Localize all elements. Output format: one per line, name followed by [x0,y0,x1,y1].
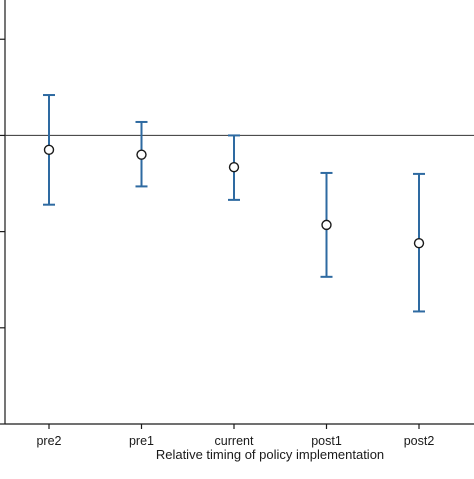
y-ticks [0,38,5,425]
point-estimate-current [228,161,240,173]
point-estimate-pre1 [136,149,147,160]
point-estimate-post2 [413,237,425,249]
x-tick-label: pre1 [129,434,154,448]
x-tick-label: current [215,434,254,448]
x-ticks [48,424,420,429]
x-tick-label: pre2 [36,434,61,448]
point-estimate-pre2 [43,144,55,156]
x-axis-title: Relative timing of policy implementation [156,447,384,462]
x-tick-labels: pre2 pre1 current post1 post2 [36,434,434,448]
point-estimates [43,144,425,249]
point-estimate-post1 [321,219,332,231]
x-tick-label: post2 [404,434,435,448]
x-tick-label: post1 [311,434,342,448]
